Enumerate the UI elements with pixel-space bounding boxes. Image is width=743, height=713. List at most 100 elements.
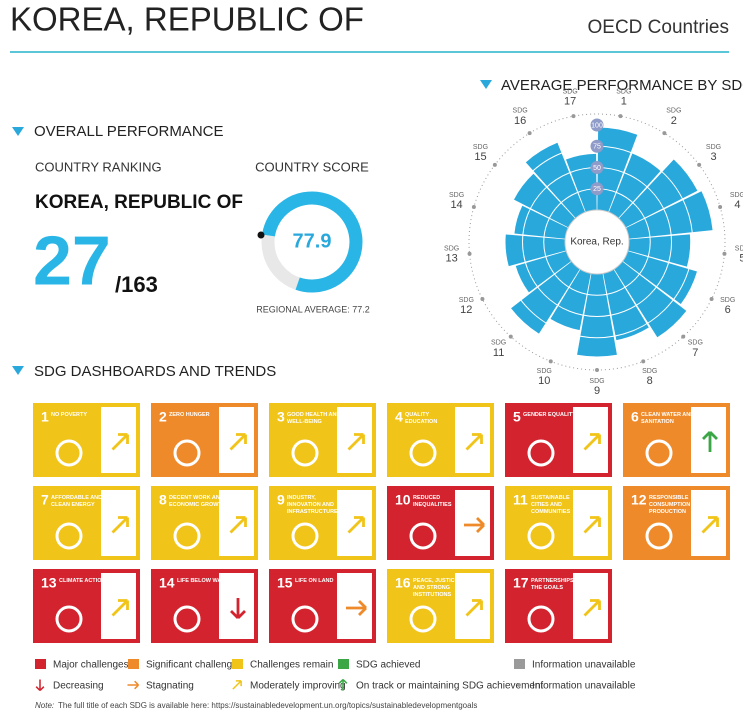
trend-arrow [230, 598, 246, 619]
legend-label: Moderately improving [250, 681, 346, 692]
tick-label: 50 [593, 165, 601, 172]
polar-bar [577, 273, 617, 357]
tick-label: 75 [593, 144, 601, 151]
tile-number: 4 [395, 409, 403, 425]
ring-dot [641, 359, 646, 364]
trend-arrow [701, 516, 719, 534]
tile-number: 9 [277, 492, 285, 508]
section-heading: SDG DASHBOARDS AND TRENDS [34, 363, 276, 380]
rank-total: /163 [115, 272, 158, 297]
tile-glyph [645, 439, 673, 467]
sdg-label: 10 [538, 375, 550, 387]
note-text: The full title of each SDG is available … [58, 701, 477, 710]
tile-glyph [173, 439, 201, 467]
legend-swatch [232, 659, 243, 669]
tile-number: 12 [631, 492, 647, 508]
ring-dot [548, 359, 553, 364]
rank: 27 [33, 221, 111, 299]
tile-glyph [173, 605, 201, 633]
legend-label: Major challenges [53, 660, 129, 671]
tile-number: 8 [159, 492, 167, 508]
sdg-label: 16 [514, 115, 526, 127]
tile-name: GENDER EQUALITY [523, 412, 576, 418]
sdg-label: 12 [460, 304, 472, 316]
country-title: KOREA, REPUBLIC OF [10, 1, 364, 38]
legend-label: SDG achieved [356, 660, 420, 671]
sdg-prefix: SDG [449, 192, 464, 199]
tile-number: 10 [395, 492, 411, 508]
tile-name: GOOD HEALTH AND WELL-BEING [287, 412, 340, 425]
polar-bar [622, 251, 697, 304]
sdg-label: 3 [710, 151, 716, 163]
section-heading: OVERALL PERFORMANCE [34, 123, 224, 140]
ring-dot [571, 114, 576, 119]
trend-arrow [346, 600, 367, 616]
region: OECD Countries [588, 17, 730, 38]
tile-name: QUALITY EDUCATION [405, 412, 437, 425]
sdg-label: 1 [621, 95, 627, 107]
tile-number: 11 [513, 492, 528, 508]
tile-glyph [291, 605, 319, 633]
regional-average: REGIONAL AVERAGE: 77.2 [256, 304, 370, 314]
tile-glyph [527, 439, 555, 467]
legend-label: Challenges remain [250, 660, 333, 671]
polar-bar [515, 251, 572, 293]
tile-glyph [527, 605, 555, 633]
ring-dot [662, 131, 667, 136]
tile-glyph [55, 522, 83, 550]
trend-arrow [229, 516, 247, 534]
polar-bar [627, 234, 691, 267]
sdg-prefix: SDG [537, 368, 552, 375]
legend-label: Information unavailable [532, 681, 636, 692]
tick-badge [590, 139, 604, 153]
trend-dot [517, 683, 521, 687]
polar-bar [505, 234, 567, 267]
tile-name: LIFE BELOW WATER [177, 578, 232, 584]
content: SDG1SDG2SDG3SDG4SDG5SDG6SDG7SDG8SDG9SDG1… [33, 88, 743, 710]
trend-arrow [127, 680, 140, 690]
tile-glyph [55, 439, 83, 467]
polar-bar [618, 159, 698, 228]
tile-glyph [55, 605, 83, 633]
tile-number: 14 [159, 575, 175, 591]
sdg-label: 7 [692, 347, 698, 359]
score-marker [257, 231, 265, 239]
trend-arrow [583, 433, 601, 451]
sdg-prefix: SDG [706, 144, 721, 151]
trend-arrow [465, 599, 483, 617]
tick-badge [590, 161, 604, 174]
polar-bar [614, 261, 687, 338]
polar-bar [608, 153, 661, 219]
sdg-prefix: SDG [730, 192, 743, 199]
ring-dot [492, 162, 497, 167]
trend-arrow [111, 599, 129, 617]
tile-number: 13 [41, 575, 57, 591]
tick-label: 100 [591, 122, 603, 129]
ring-dot [709, 297, 714, 302]
sdg-prefix: SDG [513, 108, 528, 115]
score-value: 77.9 [293, 230, 332, 252]
tile-name: SUSTAINABLE CITIES AND COMMUNITIES [531, 495, 570, 515]
trend-arrow [338, 678, 348, 691]
sdg-prefix: SDG [616, 88, 631, 95]
sdg-prefix: SDG [666, 108, 681, 115]
tile-glyph [291, 522, 319, 550]
sdg-prefix: SDG [642, 368, 657, 375]
tile-number: 15 [277, 575, 293, 591]
sdg-prefix: SDG [720, 297, 735, 304]
polar-bar [511, 261, 580, 334]
sdg-label: 17 [564, 95, 576, 107]
center-label: Korea, Rep. [570, 237, 623, 248]
tile-glyph [409, 522, 437, 550]
ring-dot [722, 251, 727, 256]
sdg-prefix: SDG [589, 378, 604, 385]
ring-dot [618, 114, 623, 119]
ring-dot [595, 368, 599, 372]
tile-name: REDUCED INEQUALITIES [413, 495, 452, 508]
trend-arrow [702, 431, 718, 452]
ring-dot [480, 297, 485, 302]
sdg-prefix: SDG [735, 245, 743, 252]
tile-name: CLEAN WATER AND SANITATION [641, 412, 694, 425]
tile-name: CLIMATE ACTION [59, 578, 105, 584]
